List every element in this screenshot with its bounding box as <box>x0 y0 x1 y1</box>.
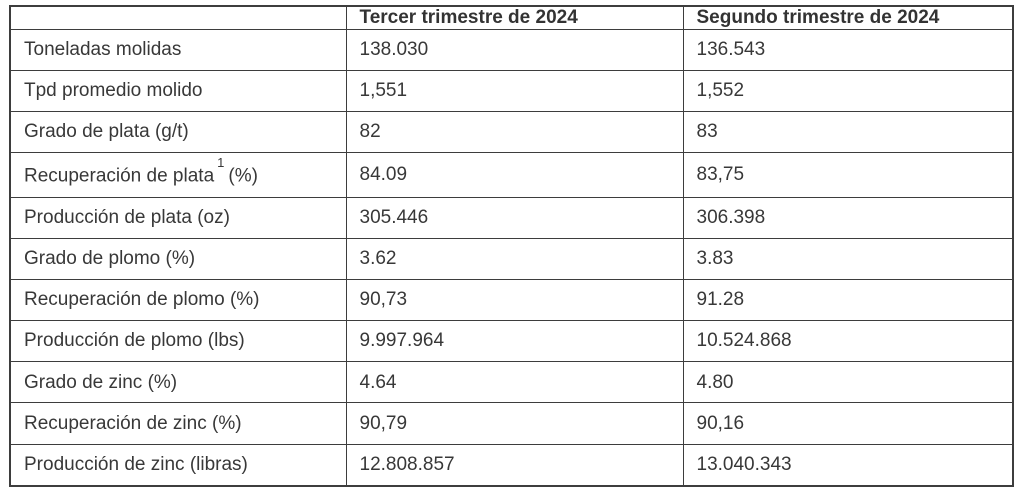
table-row-grado-plata: Grado de plata (g/t) 82 83 <box>9 110 1014 153</box>
header-empty-cell <box>9 5 347 30</box>
q3-value-cell: 1,551 <box>345 69 684 112</box>
metric-label-cell: Grado de zinc (%) <box>9 361 347 404</box>
q3-value-cell: 305.446 <box>345 197 684 240</box>
q3-value-cell: 4.64 <box>345 361 684 404</box>
q2-value-cell: 90,16 <box>682 402 1014 445</box>
table-row-recuperacion-zinc: Recuperación de zinc (%) 90,79 90,16 <box>9 402 1014 445</box>
table-row-grado-plomo: Grado de plomo (%) 3.62 3.83 <box>9 238 1014 281</box>
metric-label: Producción de zinc (libras) <box>24 453 248 475</box>
table-header-row: Tercer trimestre de 2024 Segundo trimest… <box>9 5 1014 30</box>
table-row-toneladas-molidas: Toneladas molidas 138.030 136.543 <box>9 28 1014 71</box>
metric-label: Tpd promedio molido <box>24 79 203 101</box>
metric-label: Grado de zinc (%) <box>24 371 178 393</box>
metric-label: Producción de plata (oz) <box>24 207 230 229</box>
metric-label-cell: Grado de plata (g/t) <box>9 110 347 153</box>
footnote-ref: 1 <box>217 155 225 171</box>
q2-value-cell: 83 <box>682 110 1014 153</box>
metric-label-cell: Producción de plomo (lbs) <box>9 320 347 363</box>
q2-value-cell: 91.28 <box>682 279 1014 322</box>
q3-value-cell: 90,73 <box>345 279 684 322</box>
table-row-produccion-plata: Producción de plata (oz) 305.446 306.398 <box>9 197 1014 240</box>
table-row-recuperacion-plata: Recuperación de plata1(%) 84.09 83,75 <box>9 151 1014 199</box>
metric-label-cell: Toneladas molidas <box>9 28 347 71</box>
metric-label: Recuperación de plata <box>24 165 215 187</box>
q2-value-cell: 136.543 <box>682 28 1014 71</box>
q3-value-cell: 138.030 <box>345 28 684 71</box>
table-row-grado-zinc: Grado de zinc (%) 4.64 4.80 <box>9 361 1014 404</box>
q3-value-cell: 9.997.964 <box>345 320 684 363</box>
q2-value-cell: 3.83 <box>682 238 1014 281</box>
metric-label-cell: Recuperación de plata1(%) <box>9 151 347 199</box>
metric-label: Grado de plata (g/t) <box>24 121 189 143</box>
metric-label: Producción de plomo (lbs) <box>24 330 245 352</box>
q3-value-cell: 12.808.857 <box>345 443 684 487</box>
table-row-recuperacion-plomo: Recuperación de plomo (%) 90,73 91.28 <box>9 279 1014 322</box>
metric-label-cell: Tpd promedio molido <box>9 69 347 112</box>
table-row-produccion-plomo: Producción de plomo (lbs) 9.997.964 10.5… <box>9 320 1014 363</box>
quarterly-production-table: Tercer trimestre de 2024 Segundo trimest… <box>9 5 1014 487</box>
metric-label: Recuperación de plomo (%) <box>24 289 260 311</box>
metric-label-cell: Producción de plata (oz) <box>9 197 347 240</box>
q2-value-cell: 306.398 <box>682 197 1014 240</box>
metric-label: Toneladas molidas <box>24 38 182 60</box>
metric-label-cell: Recuperación de plomo (%) <box>9 279 347 322</box>
q2-value-cell: 13.040.343 <box>682 443 1014 487</box>
q2-value-cell: 83,75 <box>682 151 1014 199</box>
q3-value-cell: 84.09 <box>345 151 684 199</box>
metric-label-cell: Producción de zinc (libras) <box>9 443 347 487</box>
metric-label-cell: Grado de plomo (%) <box>9 238 347 281</box>
metric-label: Grado de plomo (%) <box>24 248 196 270</box>
q2-value-cell: 10.524.868 <box>682 320 1014 363</box>
metric-label-suffix: (%) <box>228 165 258 187</box>
q2-value-cell: 1,552 <box>682 69 1014 112</box>
q2-value-cell: 4.80 <box>682 361 1014 404</box>
metric-label-cell: Recuperación de zinc (%) <box>9 402 347 445</box>
header-q3-2024: Tercer trimestre de 2024 <box>345 5 684 30</box>
header-q2-2024: Segundo trimestre de 2024 <box>682 5 1014 30</box>
table-row-tpd-promedio: Tpd promedio molido 1,551 1,552 <box>9 69 1014 112</box>
q3-value-cell: 82 <box>345 110 684 153</box>
metric-label: Recuperación de zinc (%) <box>24 412 242 434</box>
q3-value-cell: 90,79 <box>345 402 684 445</box>
table-row-produccion-zinc: Producción de zinc (libras) 12.808.857 1… <box>9 443 1014 487</box>
q3-value-cell: 3.62 <box>345 238 684 281</box>
